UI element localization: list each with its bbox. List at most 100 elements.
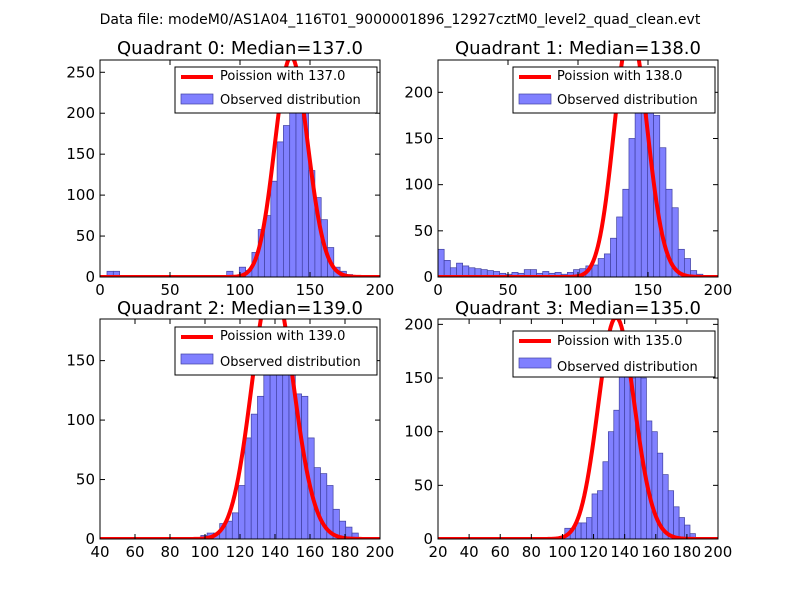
x-tick-label: 100 (548, 543, 577, 561)
y-tick-label: 150 (404, 369, 433, 387)
legend-label-poisson: Poission with 138.0 (557, 69, 682, 84)
histogram-bar (351, 532, 359, 539)
panel-quadrant-1: 0 50 100 150 200 0 50 100 150 200 Quadrant 1: Medi… (404, 38, 733, 299)
legend-label-poisson: Poission with 135.0 (557, 334, 682, 349)
y-tick-label: 200 (66, 104, 95, 122)
plot-area (100, 60, 380, 277)
poisson-curve (100, 319, 380, 539)
histogram-bar (591, 264, 599, 277)
x-tick-label: 50 (498, 281, 517, 299)
y-tick-label: 50 (76, 227, 95, 245)
y-tick-label: 50 (414, 222, 433, 240)
legend-label-poisson: Poission with 139.0 (220, 329, 345, 344)
x-tick-label: 200 (366, 281, 395, 299)
y-tick-label: 50 (76, 471, 95, 489)
histogram-bar (269, 350, 277, 539)
panel-title: Quadrant 1: Median=138.0 (455, 38, 701, 59)
panel-title: Quadrant 2: Median=139.0 (117, 298, 363, 319)
histogram-bar (689, 533, 696, 539)
legend-label-observed: Observed distribution (220, 355, 361, 370)
y-tick-label: 50 (414, 476, 433, 494)
figure-suptitle: Data file: modeM0/AS1A04_116T01_90000018… (100, 12, 701, 28)
x-tick-label: 120 (579, 543, 608, 561)
legend (512, 330, 716, 378)
histogram-bar (456, 262, 463, 277)
x-tick-label: 100 (191, 543, 220, 561)
x-tick-label: 200 (704, 543, 733, 561)
x-tick-label: 80 (522, 543, 541, 561)
histogram-bar (591, 493, 598, 539)
histogram-bar (603, 253, 611, 277)
histogram-bar (580, 522, 587, 539)
panel-quadrant-2: 40 60 80 100 120 140 160 180 200 0 50 100 150 Quadran… (66, 298, 395, 561)
legend-label-poisson: Poission with 137.0 (220, 69, 345, 84)
x-tick-label: 200 (704, 281, 733, 299)
panel-title: Quadrant 0: Median=137.0 (117, 38, 363, 59)
histogram-bar (250, 413, 258, 539)
legend (174, 326, 378, 376)
x-tick-label: 140 (610, 543, 639, 561)
histogram-bar (613, 409, 620, 539)
y-tick-label: 100 (404, 423, 433, 441)
histogram-bar (602, 461, 609, 539)
legend-swatch-observed (518, 357, 552, 369)
histogram-bar (586, 517, 593, 539)
y-tick-label: 150 (66, 352, 95, 370)
y-tick-label: 100 (66, 186, 95, 204)
x-tick-label: 40 (460, 543, 479, 561)
x-tick-label: 180 (673, 543, 702, 561)
x-tick-label: 150 (634, 281, 663, 299)
histogram-bar (597, 490, 604, 539)
histogram-bar (628, 138, 636, 277)
y-tick-label: 0 (85, 268, 95, 286)
histogram-bar (263, 348, 271, 539)
histogram-bar (659, 147, 667, 277)
histogram-bar (231, 512, 239, 539)
histogram-bar (443, 260, 451, 277)
poisson-curve (438, 319, 718, 539)
legend-swatch-observed (180, 93, 214, 105)
x-tick-label: 0 (95, 281, 105, 299)
x-tick-label: 140 (261, 543, 290, 561)
histogram-bar (634, 87, 642, 277)
x-tick-label: 150 (296, 281, 325, 299)
histogram-bar (622, 188, 630, 277)
histogram-bar (678, 517, 685, 539)
legend-label-observed: Observed distribution (220, 93, 361, 108)
histogram-bar (616, 216, 624, 277)
y-tick-label: 0 (423, 268, 433, 286)
y-tick-label: 100 (66, 411, 95, 429)
legend-swatch-observed (518, 93, 552, 105)
histogram-bar (276, 141, 284, 277)
histogram-bar (673, 506, 680, 539)
histogram-bar (289, 92, 297, 277)
histogram-bar (607, 431, 615, 539)
legend-swatch-observed (180, 353, 214, 365)
y-tick-label: 0 (423, 530, 433, 548)
x-tick-label: 50 (160, 281, 179, 299)
histogram-bar (618, 366, 626, 539)
histogram-bar (684, 258, 691, 277)
x-tick-label: 120 (226, 543, 255, 561)
x-tick-label: 180 (331, 543, 360, 561)
y-tick-label: 200 (404, 83, 433, 101)
histogram-bar (283, 125, 291, 277)
x-tick-label: 60 (125, 543, 144, 561)
y-tick-label: 150 (66, 145, 95, 163)
x-tick-label: 200 (366, 543, 395, 561)
histogram-bar (651, 431, 658, 539)
legend (512, 66, 716, 114)
histogram-bar (238, 485, 246, 539)
histogram-bar (667, 490, 675, 539)
histogram-bar (244, 437, 252, 539)
x-tick-label: 100 (226, 281, 255, 299)
axes-frame (437, 318, 719, 540)
y-tick-label: 100 (404, 176, 433, 194)
x-tick-label: 160 (296, 543, 325, 561)
x-tick-label: 160 (641, 543, 670, 561)
x-tick-label: 20 (428, 543, 447, 561)
histogram-bar (597, 258, 605, 277)
y-tick-label: 0 (85, 530, 95, 548)
legend-box (512, 66, 716, 114)
